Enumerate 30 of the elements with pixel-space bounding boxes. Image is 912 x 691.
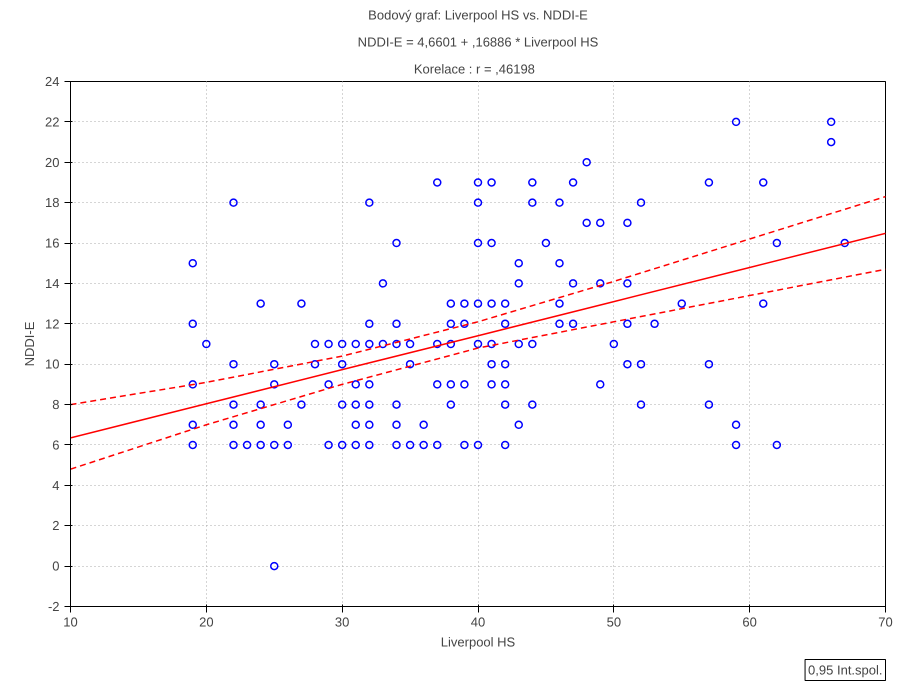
y-tick-label: 4 [52,478,60,493]
line-series [70,196,886,406]
text: Korelace : r = ,46198 [414,62,535,76]
x-tick-label: 40 [470,614,486,630]
y-tick-label: 24 [45,74,60,89]
x-tick-label: 30 [334,614,350,630]
x-tick-label: 20 [199,614,214,630]
x-tick-label: 70 [878,614,893,630]
y-tick-label: 10 [45,356,60,372]
y-tick-label: 2 [52,518,60,534]
line-series [70,232,886,439]
y-tick-label: -2 [48,599,60,614]
x-axis-title: Liverpool HS [440,634,516,650]
y-tick-label: 22 [45,114,60,130]
line-series [70,268,886,470]
y-axis-title: NDDI-E [22,321,38,366]
x-tick-label: 60 [742,614,757,630]
y-tick-label: 6 [52,437,60,452]
y-tick-label: 0 [52,558,60,574]
y-tick-label: 12 [45,316,60,332]
y-tick-label: 18 [45,195,60,210]
y-tick-label: 20 [45,154,60,170]
x-tick-label: 50 [606,614,622,630]
chart-title: Bodový graf: Liverpool HS vs. NDDI-E [368,8,588,22]
y-tick-label: 8 [52,397,60,412]
text: 0,95 Int.spol. [808,662,883,678]
x-tick-label: 10 [63,614,78,630]
chart-subtitle: NDDI-E = 4,6601 + ,16886 * Liverpool HS [358,34,599,50]
y-tick-label: 16 [45,236,60,251]
y-tick-label: 14 [45,276,60,291]
